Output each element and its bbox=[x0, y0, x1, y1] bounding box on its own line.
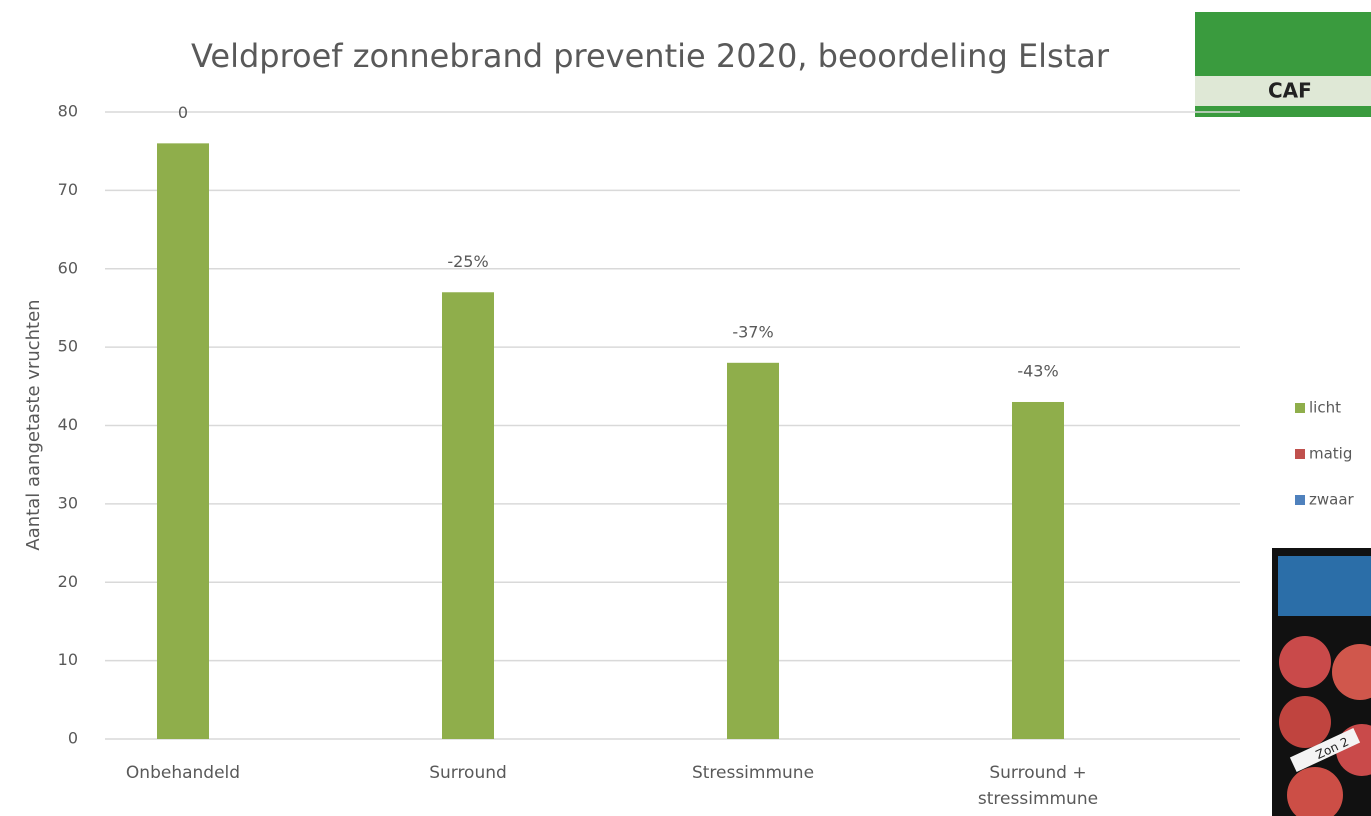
y-tick-label: 20 bbox=[58, 572, 78, 591]
legend-swatch bbox=[1295, 449, 1305, 459]
bar-annotation: -25% bbox=[447, 252, 488, 271]
legend-label: licht bbox=[1309, 399, 1341, 417]
y-tick-label: 50 bbox=[58, 337, 78, 356]
logo: CAF bbox=[1195, 12, 1371, 117]
y-tick-label: 60 bbox=[58, 258, 78, 277]
y-tick-label: 10 bbox=[58, 650, 78, 669]
logo-text: CAF bbox=[1268, 79, 1312, 103]
apple bbox=[1279, 696, 1331, 748]
x-tick-label: Surround + stressimmune bbox=[977, 763, 1099, 809]
x-tick-label: Surround bbox=[429, 763, 507, 783]
bar bbox=[727, 362, 779, 739]
y-tick-label: 70 bbox=[58, 180, 78, 199]
apple bbox=[1279, 636, 1331, 688]
logo-band bbox=[1195, 76, 1371, 106]
y-tick-label: 0 bbox=[68, 729, 78, 748]
bar bbox=[157, 143, 209, 740]
legend-label: matig bbox=[1309, 445, 1352, 463]
chart-title: Veldproef zonnebrand preventie 2020, beo… bbox=[191, 37, 1110, 75]
y-tick-label: 40 bbox=[58, 415, 78, 434]
legend-swatch bbox=[1295, 403, 1305, 413]
photo-crate bbox=[1278, 556, 1371, 616]
x-tick-label: Stressimmune bbox=[691, 763, 815, 783]
y-axis-label: Aantal aangetaste vruchten bbox=[23, 299, 44, 550]
y-tick-label: 80 bbox=[58, 102, 78, 121]
x-tick-label: Onbehandeld bbox=[125, 763, 241, 783]
legend-label: zwaar bbox=[1309, 491, 1355, 509]
bar-annotation: 0 bbox=[178, 103, 188, 122]
apple bbox=[1287, 767, 1343, 816]
legend-swatch bbox=[1295, 495, 1305, 505]
bar-annotation: -43% bbox=[1017, 361, 1058, 380]
apple bbox=[1332, 644, 1371, 700]
photo-label-bg bbox=[1289, 727, 1361, 773]
bar bbox=[442, 292, 494, 739]
bar-annotation: -37% bbox=[732, 322, 773, 341]
photo: Zon 2 bbox=[1272, 548, 1371, 816]
y-tick-label: 30 bbox=[58, 493, 78, 512]
bar bbox=[1012, 401, 1064, 739]
